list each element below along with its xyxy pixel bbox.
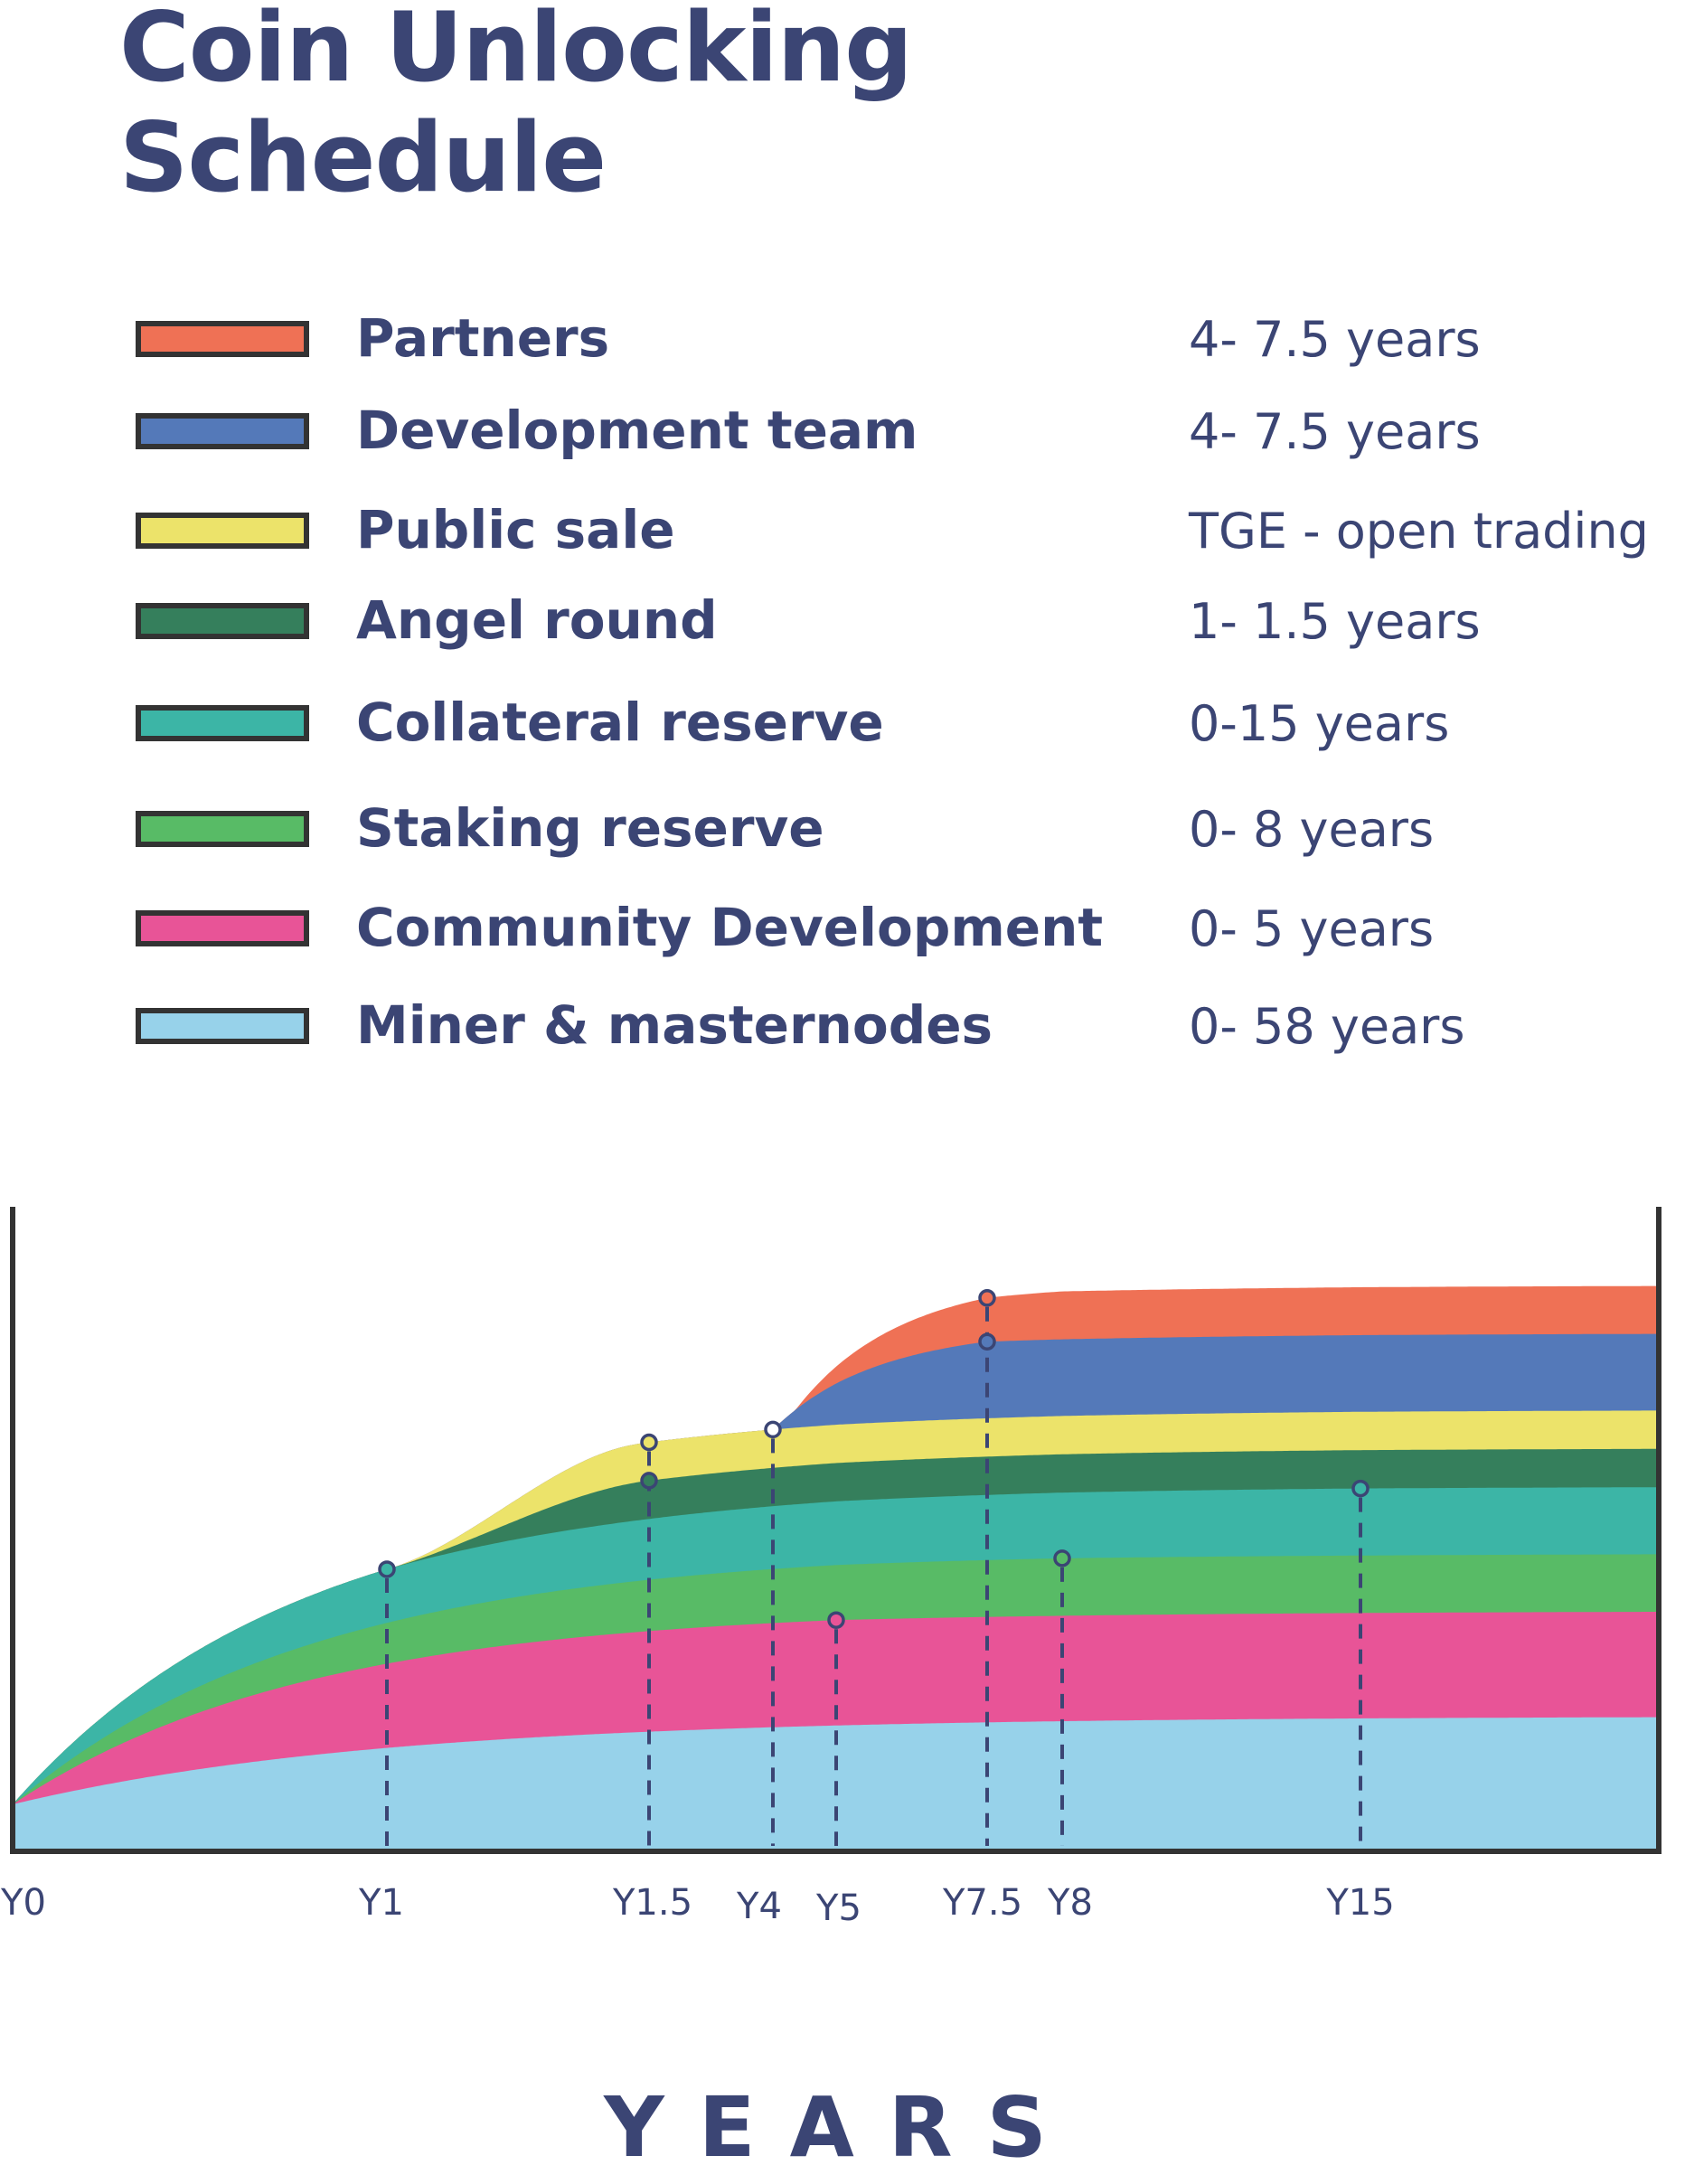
legend-swatch <box>136 413 309 449</box>
legend-item-miner-masternodes: Miner & masternodes 0- 58 years <box>136 994 1681 1056</box>
legend-swatch <box>136 321 309 357</box>
legend-item-public-sale: Public sale TGE - open trading <box>136 499 1681 560</box>
legend-period: 1- 1.5 years <box>1189 593 1481 650</box>
x-tick-label: Y8 <box>1047 1882 1093 1924</box>
legend-label: Community Development <box>356 897 1104 958</box>
legend-item-development-team: Development team 4- 7.5 years <box>136 400 1681 461</box>
legend-period: 4- 7.5 years <box>1189 311 1481 368</box>
legend-label: Miner & masternodes <box>356 994 993 1056</box>
x-tick-label: Y0 <box>0 1882 46 1924</box>
legend-item-staking-reserve: Staking reserve 0- 8 years <box>136 797 1681 859</box>
legend-period: 0- 8 years <box>1189 801 1435 858</box>
page-title: Coin Unlocking Schedule <box>119 0 913 213</box>
unlock-chart: Y0 Y1 Y1.5 Y4 Y5 Y7.5 Y8 Y15 <box>0 1207 1661 1929</box>
legend-period: 0- 58 years <box>1189 998 1465 1055</box>
x-axis-title: YEARS <box>604 2079 1081 2176</box>
legend-swatch <box>136 603 309 639</box>
milestone-marker <box>978 1289 996 1307</box>
legend-period: TGE - open trading <box>1189 503 1649 560</box>
legend-swatch <box>136 811 309 847</box>
milestone-marker <box>827 1611 845 1629</box>
legend-period: 0-15 years <box>1189 695 1450 752</box>
milestone-marker <box>978 1332 996 1351</box>
milestone-marker <box>1351 1479 1370 1498</box>
milestone-marker <box>1053 1549 1071 1567</box>
title-line-1: Coin Unlocking <box>119 0 913 103</box>
legend-item-angel-round: Angel round 1- 1.5 years <box>136 589 1681 651</box>
milestone-marker <box>764 1420 782 1439</box>
x-tick-label: Y1 <box>358 1882 404 1924</box>
milestone-marker <box>640 1433 658 1452</box>
title-line-2: Schedule <box>119 102 607 213</box>
x-tick-label: Y4 <box>736 1886 782 1927</box>
x-tick-label: Y15 <box>1325 1882 1394 1924</box>
legend-item-partners: Partners 4- 7.5 years <box>136 307 1681 369</box>
legend-swatch <box>136 1008 309 1044</box>
legend-period: 4- 7.5 years <box>1189 403 1481 460</box>
x-tick-label: Y7.5 <box>942 1882 1022 1924</box>
legend-item-community-development: Community Development 0- 5 years <box>136 897 1681 958</box>
legend-period: 0- 5 years <box>1189 900 1435 957</box>
legend-label: Development team <box>356 400 918 461</box>
legend-swatch <box>136 513 309 549</box>
legend-label: Public sale <box>356 499 675 560</box>
milestone-marker <box>640 1472 658 1490</box>
x-tick-label: Y5 <box>815 1887 861 1929</box>
legend-label: Partners <box>356 307 610 369</box>
milestone-marker <box>378 1560 396 1578</box>
legend-swatch <box>136 705 309 741</box>
legend-label: Collateral reserve <box>356 692 884 753</box>
legend-label: Angel round <box>356 589 718 651</box>
legend-swatch <box>136 910 309 946</box>
legend-label: Staking reserve <box>356 797 824 859</box>
legend-item-collateral-reserve: Collateral reserve 0-15 years <box>136 692 1681 753</box>
x-tick-label: Y1.5 <box>612 1882 692 1924</box>
